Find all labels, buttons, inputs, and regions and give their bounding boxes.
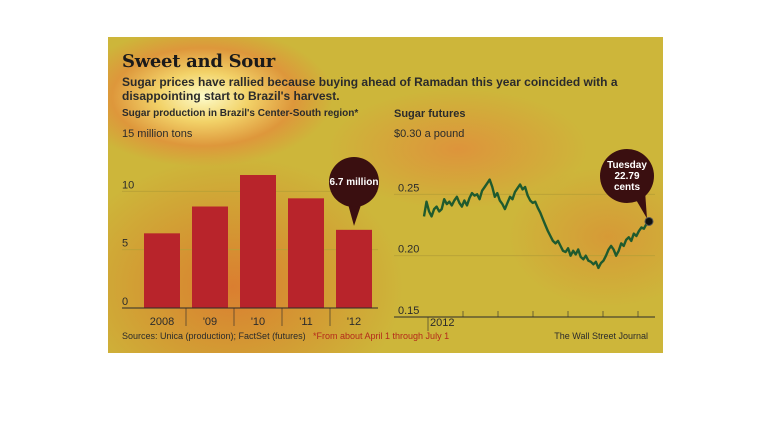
sugar-futures-unit-label: $0.30 a pound [394,128,465,140]
bar-category-label: '12 [347,316,361,328]
line-callout-day: Tuesday [607,160,647,171]
line-y-ticks: 0.15 0.20 0.25 [398,182,419,317]
bar-callout: 6.7 million [329,157,379,226]
bar-callout-bubble [329,157,379,207]
bar-callout-pointer [348,202,362,226]
bar-y-tick-label: 0 [122,296,128,308]
bar-category-label: '10 [251,316,265,328]
bar-category-label: '11 [299,316,313,328]
bar-'09 [192,206,228,308]
chart-title: Sweet and Sour [122,51,275,72]
footnote: *From about April 1 through July 1 [313,331,450,341]
bar-x-categories: 2008 '09 '10 '11 '12 [150,308,361,328]
bar-y-ticks: 0 5 10 [122,179,134,308]
sugar-production-title: Sugar production in Brazil's Center-Sout… [122,108,359,119]
line-callout-value: 22.79 [614,171,639,182]
sugar-futures-title: Sugar futures [394,108,466,120]
line-callout-bubble [600,149,654,203]
line-y-tick-label: 0.25 [398,182,419,194]
line-y-tick-label: 0.20 [398,244,419,256]
credit-line: The Wall Street Journal [554,331,648,341]
line-x-label: 2012 [430,317,454,329]
bar-'10 [240,175,276,308]
chart-subtitle: Sugar prices have rallied because buying… [122,75,618,103]
bar-'12 [336,229,372,308]
line-endpoint-marker [644,216,654,226]
bar-category-label: 2008 [150,316,174,328]
bar-series [144,175,372,308]
chart-graphic: Sweet and Sour Sugar prices have rallied… [108,37,663,353]
line-callout-unit: cents [614,182,641,193]
bar-callout-text: 6.7 million [330,177,379,188]
sugar-production-unit-label: 15 million tons [122,128,193,140]
bar-'11 [288,198,324,308]
bar-y-tick-label: 5 [122,238,128,250]
sugar-futures-line [422,178,650,270]
bar-category-label: '09 [203,316,217,328]
bar-2008 [144,233,180,308]
line-y-tick-label: 0.15 [398,305,419,317]
bar-y-tick-label: 10 [122,179,134,191]
sources-note: Sources: Unica (production); FactSet (fu… [122,331,306,341]
